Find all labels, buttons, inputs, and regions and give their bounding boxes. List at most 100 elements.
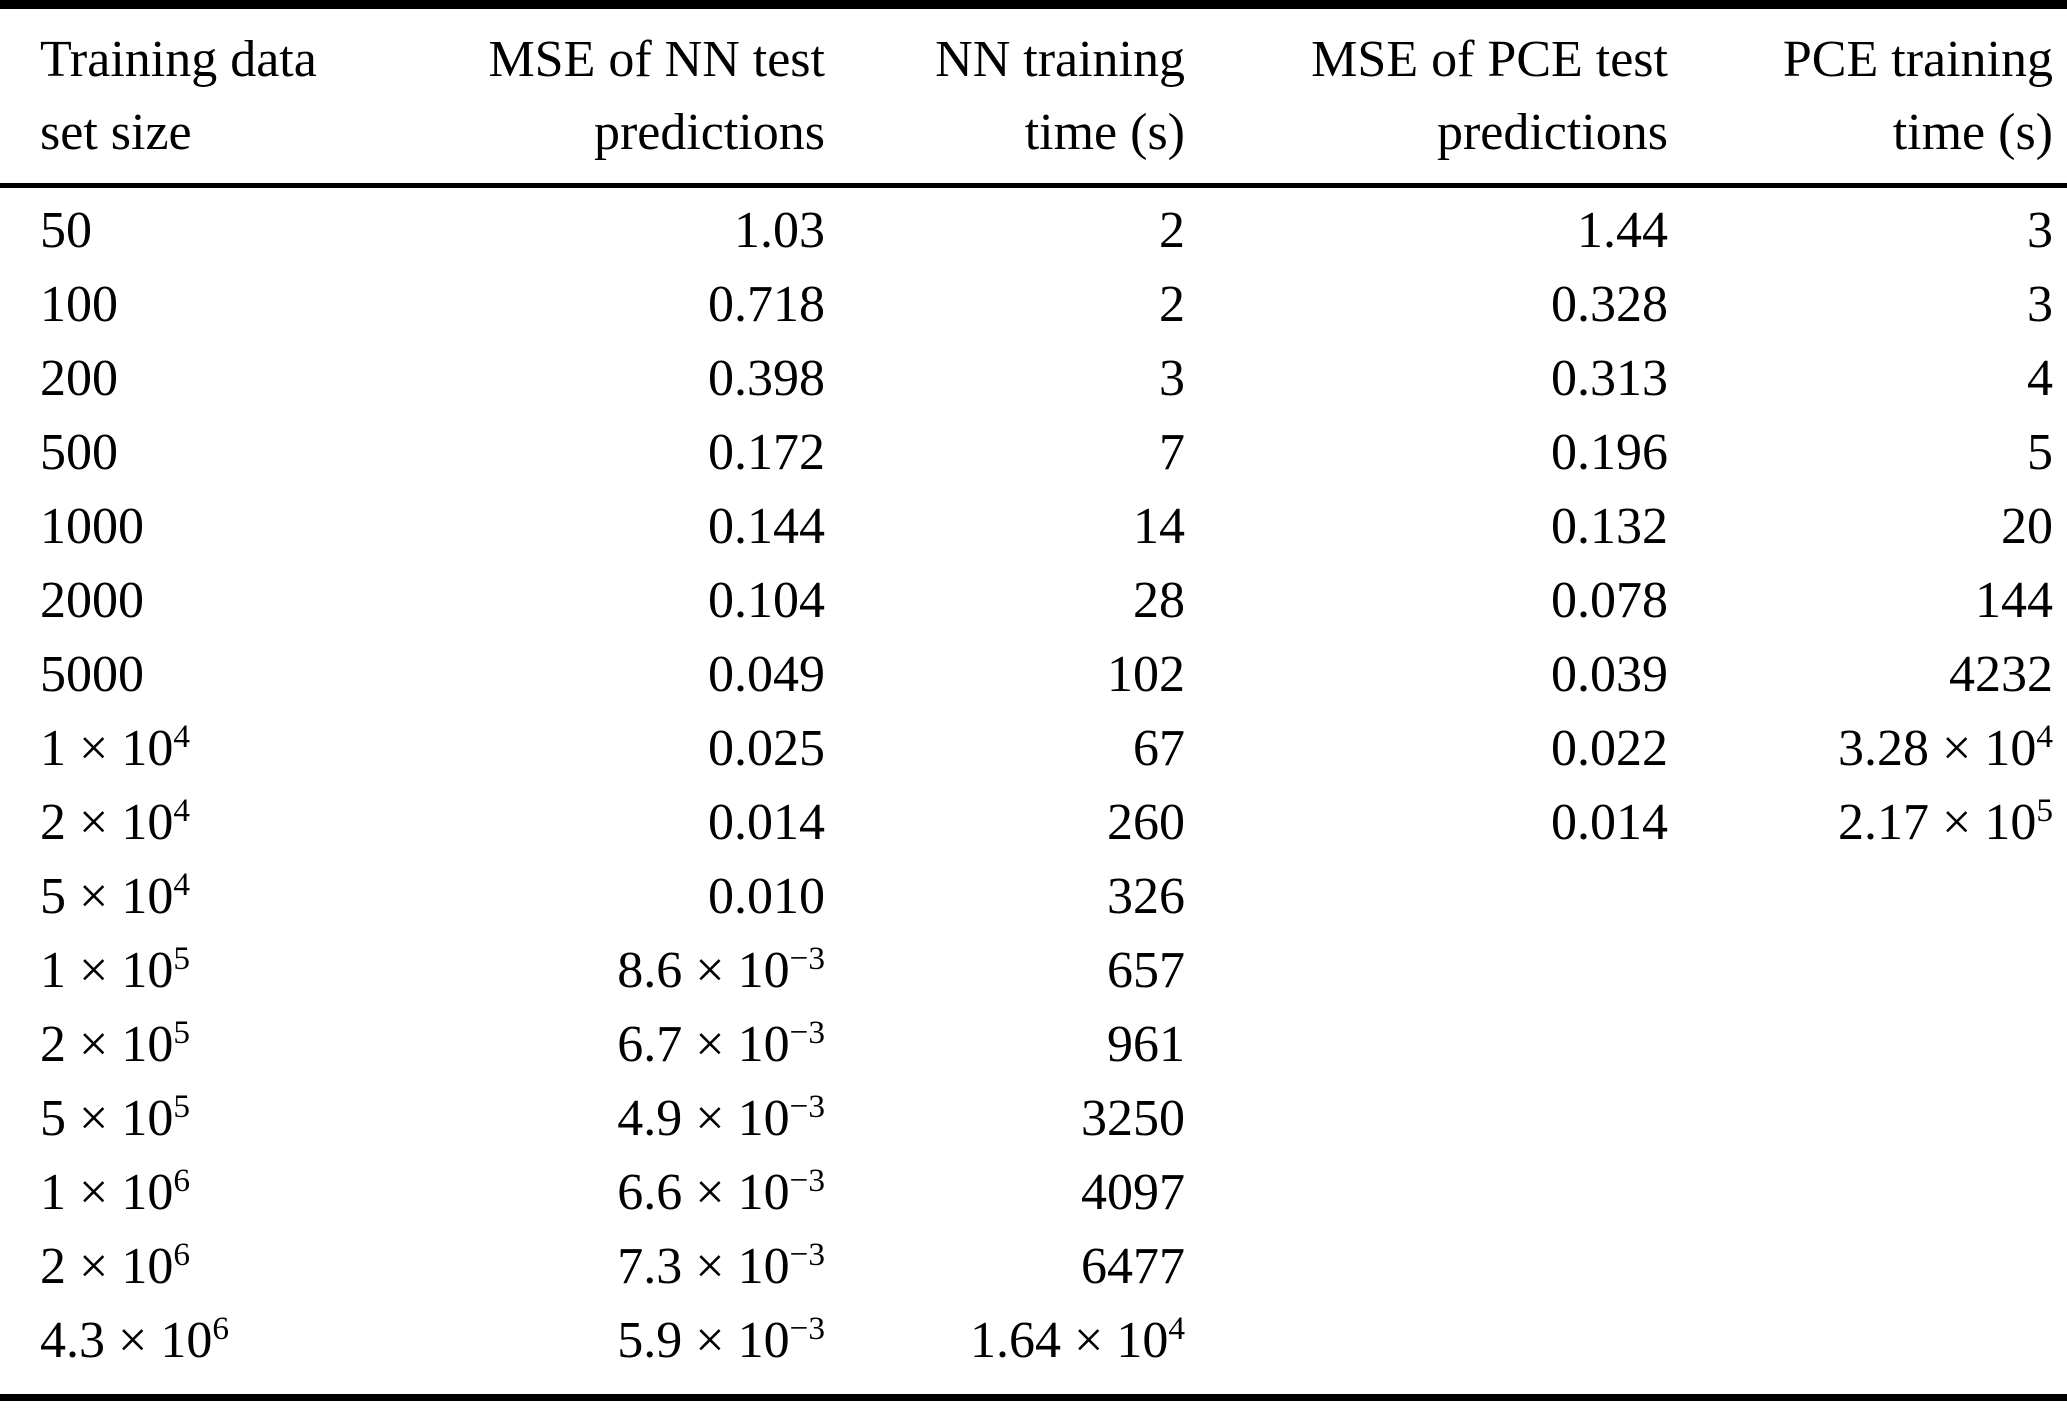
table-cell: 0.144: [708, 498, 825, 555]
header-line: MSE of NN test: [488, 31, 825, 88]
table-cell: 7.3 × 10−3: [617, 1235, 825, 1295]
table-cell: [1185, 1008, 1668, 1082]
header-line: NN training: [935, 31, 1185, 88]
table-row: 1000 0.144 14 0.132 20: [0, 490, 2067, 564]
table-cell: 260: [1107, 794, 1185, 851]
table-cell: 1 × 104: [40, 717, 190, 777]
table-cell: 1.03: [734, 202, 825, 259]
table-cell: 0.328: [1551, 276, 1668, 333]
table-cell: 4232: [1949, 646, 2053, 703]
table-cell: 6477: [1081, 1238, 1185, 1295]
table-cell: 0.172: [708, 424, 825, 481]
table-row: 200 0.398 3 0.313 4: [0, 342, 2067, 416]
table-cell: 0.132: [1551, 498, 1668, 555]
table-body: 50 1.03 2 1.44 3 100 0.718 2 0.328 3 200 0.398 3 0.31…: [0, 186, 2067, 1398]
table-cell: 0.049: [708, 646, 825, 703]
table-row: 4.3 × 106 5.9 × 10−3 1.64 × 104: [0, 1304, 2067, 1398]
table-cell: 3.28 × 104: [1838, 717, 2053, 777]
table-cell: 2000: [40, 572, 144, 629]
table-cell: 6.6 × 10−3: [617, 1161, 825, 1221]
header-line: time (s): [1892, 104, 2053, 161]
table-cell: 1 × 106: [40, 1161, 190, 1221]
table-cell: 28: [1133, 572, 1185, 629]
table-cell: 200: [40, 350, 118, 407]
table-cell: [1668, 1156, 2067, 1230]
table-row: 2 × 104 0.014 260 0.014 2.17 × 105: [0, 786, 2067, 860]
table-cell: 50: [40, 202, 92, 259]
table-cell: 0.398: [708, 350, 825, 407]
table-cell: 2 × 106: [40, 1235, 190, 1295]
table-cell: 3: [2027, 202, 2053, 259]
column-header-nn-time: NN training time (s): [825, 4, 1185, 188]
table-cell: 7: [1159, 424, 1185, 481]
table-cell: 0.010: [708, 868, 825, 925]
table-cell: 326: [1107, 868, 1185, 925]
table-row: 50 1.03 2 1.44 3: [0, 186, 2067, 269]
table-cell: [1185, 1156, 1668, 1230]
table-cell: 4097: [1081, 1164, 1185, 1221]
table-cell: 2: [1159, 202, 1185, 259]
table-cell: 20: [2001, 498, 2053, 555]
table-cell: 102: [1107, 646, 1185, 703]
table-cell: 3250: [1081, 1090, 1185, 1147]
table-cell: 5.9 × 10−3: [617, 1309, 825, 1369]
table-cell: 5 × 104: [40, 865, 190, 925]
table-cell: 1 × 105: [40, 939, 190, 999]
header-line: Training data: [40, 31, 317, 88]
table-cell: [1185, 934, 1668, 1008]
table-row: 1 × 104 0.025 67 0.022 3.28 × 104: [0, 712, 2067, 786]
table-row: 2 × 106 7.3 × 10−3 6477: [0, 1230, 2067, 1304]
table-cell: 1.44: [1577, 202, 1668, 259]
table-row: 5000 0.049 102 0.039 4232: [0, 638, 2067, 712]
table-row: 5 × 104 0.010 326: [0, 860, 2067, 934]
table-cell: [1185, 860, 1668, 934]
table-cell: 144: [1975, 572, 2053, 629]
header-line: predictions: [593, 104, 825, 161]
table-cell: 0.078: [1551, 572, 1668, 629]
column-header-pce-time: PCE training time (s): [1668, 4, 2067, 188]
table-cell: [1668, 1304, 2067, 1398]
table-cell: 5 × 105: [40, 1087, 190, 1147]
table-row: 5 × 105 4.9 × 10−3 3250: [0, 1082, 2067, 1156]
column-header-pce-mse: MSE of PCE test predictions: [1185, 4, 1668, 188]
table-cell: 0.313: [1551, 350, 1668, 407]
column-header-training-size: Training data set size: [0, 4, 372, 188]
table-cell: [1668, 860, 2067, 934]
table-header: Training data set size MSE of NN test pr…: [0, 4, 2067, 188]
table-cell: [1668, 1008, 2067, 1082]
table-cell: 3: [1159, 350, 1185, 407]
table-cell: 0.025: [708, 720, 825, 777]
table-row: 100 0.718 2 0.328 3: [0, 268, 2067, 342]
table-cell: 2: [1159, 276, 1185, 333]
table-cell: 0.104: [708, 572, 825, 629]
table-cell: 1000: [40, 498, 144, 555]
table-cell: 6.7 × 10−3: [617, 1013, 825, 1073]
table-cell: [1185, 1230, 1668, 1304]
table-cell: 8.6 × 10−3: [617, 939, 825, 999]
table-cell: 67: [1133, 720, 1185, 777]
table-cell: 0.014: [708, 794, 825, 851]
table-row: 2 × 105 6.7 × 10−3 961: [0, 1008, 2067, 1082]
table-cell: 14: [1133, 498, 1185, 555]
table-cell: 1.64 × 104: [970, 1309, 1185, 1369]
table-row: 500 0.172 7 0.196 5: [0, 416, 2067, 490]
table-cell: 4: [2027, 350, 2053, 407]
header-row: Training data set size MSE of NN test pr…: [0, 4, 2067, 188]
table-cell: [1668, 1230, 2067, 1304]
table-cell: 0.014: [1551, 794, 1668, 851]
header-line: set size: [40, 104, 192, 161]
table-cell: 0.022: [1551, 720, 1668, 777]
table-cell: 2.17 × 105: [1838, 791, 2053, 851]
table-cell: [1668, 934, 2067, 1008]
table-cell: 657: [1107, 942, 1185, 999]
table-cell: 4.9 × 10−3: [617, 1087, 825, 1147]
table-cell: [1668, 1082, 2067, 1156]
table-cell: [1185, 1304, 1668, 1398]
table-cell: 0.196: [1551, 424, 1668, 481]
table-cell: 961: [1107, 1016, 1185, 1073]
table-cell: 2 × 105: [40, 1013, 190, 1073]
header-line: predictions: [1436, 104, 1668, 161]
table-cell: 4.3 × 106: [40, 1309, 229, 1369]
table-cell: 3: [2027, 276, 2053, 333]
